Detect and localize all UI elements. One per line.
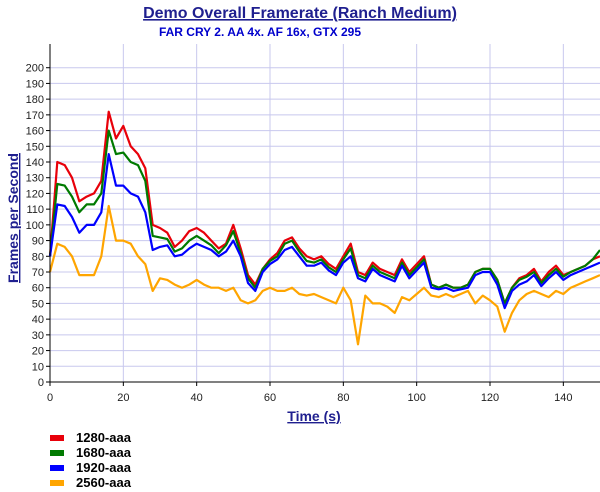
y-tick-label: 140 [26, 157, 44, 169]
y-tick-label: 90 [32, 236, 44, 248]
chart-title: Demo Overall Framerate (Ranch Medium) [143, 5, 457, 22]
y-tick-label: 160 [26, 126, 44, 138]
x-tick-label: 20 [117, 392, 129, 404]
grid-lines [46, 44, 600, 386]
legend-item: 1680-aaa [50, 445, 250, 460]
y-axis-tick-labels: 0 10 20 30 40 50 60 70 80 90 100 110 120 130 140 150 160… [26, 63, 44, 389]
y-tick-label: 120 [26, 188, 44, 200]
legend-label: 2560-aaa [76, 475, 131, 490]
y-tick-label: 190 [26, 78, 44, 90]
x-tick-label: 80 [337, 392, 349, 404]
chart-legend: 1280-aaa 1680-aaa 1920-aaa 2560-aaa [50, 430, 250, 490]
legend-swatch [50, 434, 64, 441]
x-tick-label: 60 [264, 392, 276, 404]
y-tick-label: 110 [26, 204, 44, 216]
series-line-1280-aaa [48, 110, 600, 305]
chart-subtitle: FAR CRY 2. AA 4x. AF 16x, GTX 295 [159, 25, 361, 39]
y-tick-label: 130 [26, 173, 44, 185]
x-tick-label: 40 [191, 392, 203, 404]
y-axis-title: Frames per Second [5, 153, 21, 283]
y-tick-label: 50 [32, 298, 44, 310]
legend-item: 1920-aaa [50, 460, 250, 475]
y-tick-label: 20 [32, 346, 44, 358]
y-tick-label: 200 [26, 63, 44, 75]
legend-label: 1680-aaa [76, 445, 131, 460]
series-line-2560-aaa [48, 204, 600, 346]
y-tick-label: 10 [32, 361, 44, 373]
series-line-1920-aaa [48, 153, 600, 310]
legend-label: 1280-aaa [76, 430, 131, 445]
legend-item: 2560-aaa [50, 475, 250, 490]
legend-swatch [50, 449, 64, 456]
y-tick-label: 0 [38, 377, 44, 389]
series-lines [48, 110, 600, 346]
y-tick-label: 80 [32, 251, 44, 263]
legend-swatch [50, 479, 64, 486]
y-tick-label: 180 [26, 94, 44, 106]
legend-label: 1920-aaa [76, 460, 131, 475]
x-axis-tick-labels: 0 20 40 60 80 100 120 140 [47, 392, 573, 404]
y-tick-label: 100 [26, 220, 44, 232]
y-tick-label: 30 [32, 330, 44, 342]
y-tick-label: 170 [26, 110, 44, 122]
x-tick-label: 100 [407, 392, 425, 404]
x-tick-label: 0 [47, 392, 53, 404]
series-line-1680-aaa [48, 129, 600, 305]
x-tick-label: 120 [481, 392, 499, 404]
x-tick-label: 140 [554, 392, 572, 404]
y-tick-label: 60 [32, 283, 44, 295]
x-axis-title: Time (s) [287, 408, 340, 424]
y-tick-label: 150 [26, 141, 44, 153]
y-tick-label: 70 [32, 267, 44, 279]
legend-swatch [50, 464, 64, 471]
y-tick-label: 40 [32, 314, 44, 326]
legend-item: 1280-aaa [50, 430, 250, 445]
